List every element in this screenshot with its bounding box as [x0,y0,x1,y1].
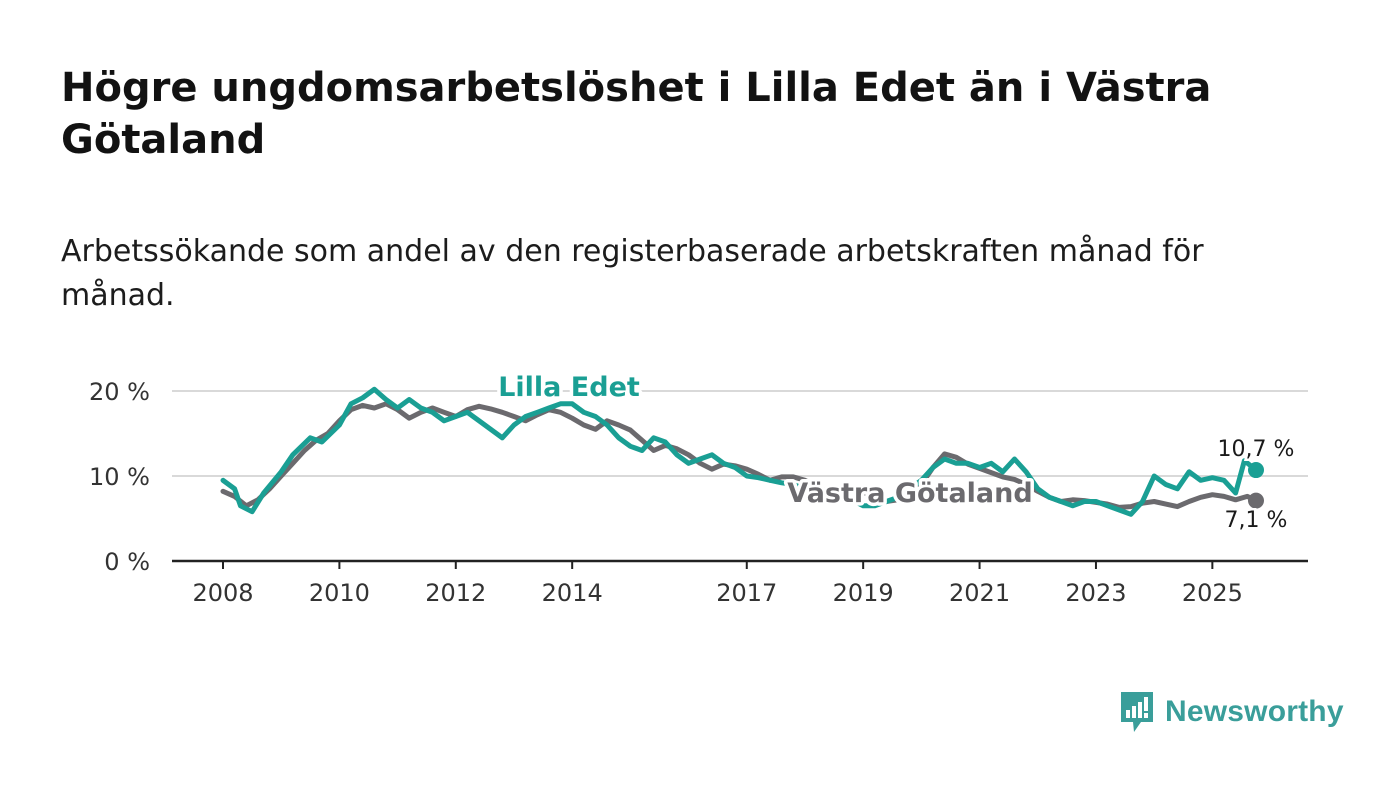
series-label-vastra-gotaland: Västra Götaland [787,478,1032,509]
end-value-vastra-gotaland: 7,1 % [1225,508,1288,533]
end-value-lilla-edet: 10,7 % [1218,437,1295,462]
y-tick-label: 10 % [89,463,150,491]
chart-subtitle: Arbetssökande som andel av den registerb… [61,234,1204,313]
chart-title: Högre ungdomsarbetslöshet i Lilla Edet ä… [61,65,1212,163]
x-tick-label: 2012 [425,579,486,607]
series-label-lilla-edet: Lilla Edet [498,372,640,403]
x-tick-label: 2021 [949,579,1010,607]
y-tick-label: 20 % [89,378,150,406]
x-tick-label: 2019 [833,579,894,607]
series-line-vastra-gotaland [220,401,1259,510]
y-tick-label: 0 % [104,548,150,576]
x-tick-label: 2010 [309,579,370,607]
x-tick-label: 2025 [1182,579,1243,607]
x-tick-label: 2008 [192,579,253,607]
brand-name: Newsworthy [1165,695,1344,728]
x-tick-label: 2023 [1065,579,1126,607]
series-end-point [1248,492,1264,509]
x-tick-label: 2017 [716,579,777,607]
series-end-point [1248,462,1264,479]
series-line-lilla-edet [220,386,1259,517]
newsworthy-logo: Newsworthy [1119,690,1344,734]
newsworthy-logo-icon [1121,692,1153,732]
x-tick-label: 2014 [542,579,603,607]
